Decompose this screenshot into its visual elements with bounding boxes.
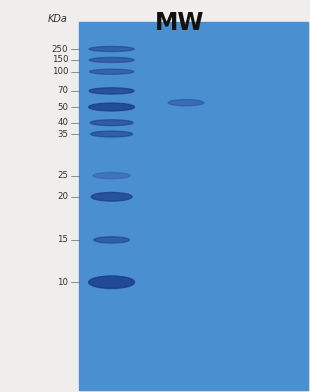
Ellipse shape	[94, 237, 129, 243]
Ellipse shape	[89, 88, 134, 94]
Ellipse shape	[91, 192, 132, 201]
Ellipse shape	[89, 276, 135, 289]
Text: 15: 15	[57, 236, 68, 244]
Text: 70: 70	[57, 87, 68, 95]
Ellipse shape	[89, 47, 134, 52]
Bar	[79, 22, 308, 390]
Ellipse shape	[93, 172, 130, 179]
Text: 20: 20	[57, 192, 68, 201]
Text: 50: 50	[57, 103, 68, 111]
Text: 100: 100	[52, 67, 68, 76]
Text: 150: 150	[52, 56, 68, 64]
Text: MW: MW	[155, 11, 205, 35]
Text: KDa: KDa	[47, 14, 67, 24]
Ellipse shape	[89, 103, 135, 111]
Text: 25: 25	[57, 171, 68, 180]
Text: 40: 40	[57, 118, 68, 127]
Ellipse shape	[90, 120, 133, 125]
Ellipse shape	[168, 100, 204, 106]
Ellipse shape	[90, 69, 134, 74]
Text: 35: 35	[57, 130, 68, 138]
Ellipse shape	[89, 58, 134, 63]
Text: 250: 250	[52, 45, 68, 53]
Ellipse shape	[91, 131, 133, 137]
Text: 10: 10	[57, 278, 68, 287]
